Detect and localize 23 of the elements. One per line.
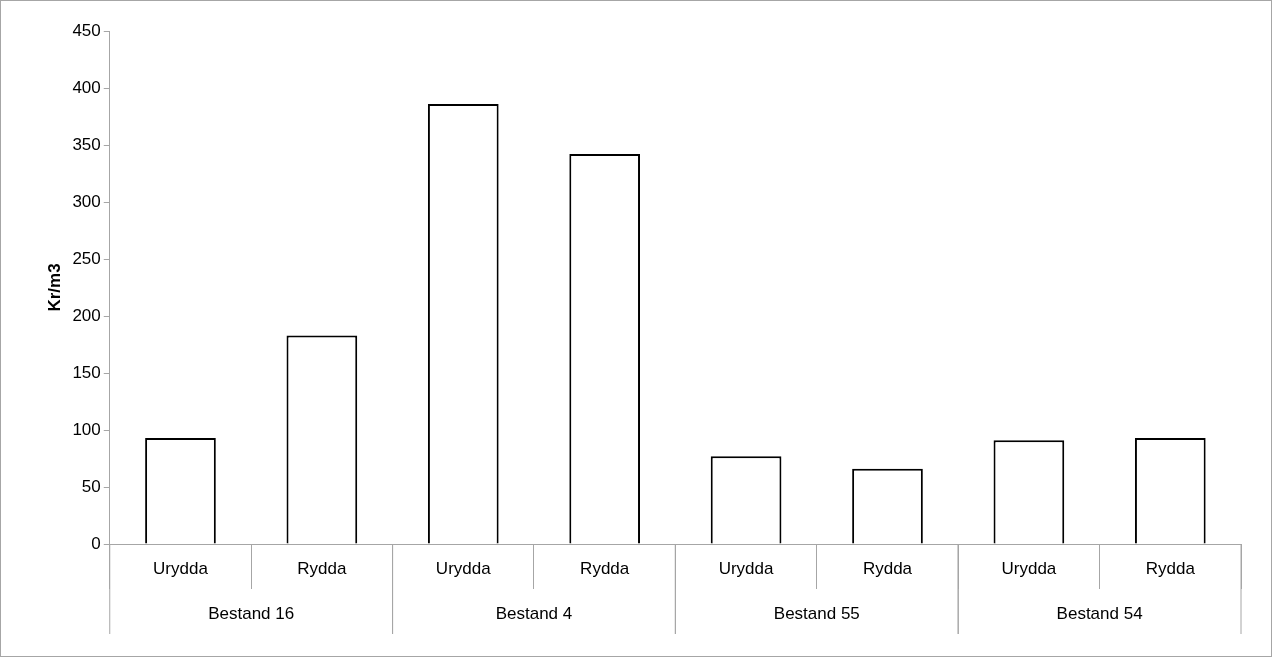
y-tick-label: 400 bbox=[72, 77, 101, 97]
text: Bestand 4 bbox=[495, 603, 573, 623]
y-tick-label: 300 bbox=[72, 191, 101, 211]
x-tick-label: Urydda bbox=[153, 558, 209, 578]
x-tick-label: Urydda bbox=[1001, 558, 1057, 578]
y-tick-label: 0 bbox=[91, 533, 101, 553]
y-tick-label: 150 bbox=[72, 362, 101, 382]
y-axis-title: Kr/m3 bbox=[44, 263, 64, 312]
text: Bestand 16 bbox=[208, 603, 295, 623]
x-tick-label: Rydda bbox=[580, 558, 630, 578]
text: Bestand 54 bbox=[1056, 603, 1143, 623]
y-tick-label: 50 bbox=[81, 476, 101, 496]
y-tick-label: 200 bbox=[72, 305, 101, 325]
x-tick-label: Rydda bbox=[1145, 558, 1196, 578]
y-tick-label: 100 bbox=[72, 419, 101, 439]
x-tick-label: Rydda bbox=[862, 558, 913, 578]
text: Bestand 55 bbox=[773, 603, 860, 623]
x-tick-label: Rydda bbox=[297, 558, 347, 578]
y-tick-label: 250 bbox=[72, 248, 101, 268]
y-tick-label: 350 bbox=[72, 134, 101, 154]
x-tick-label: Urydda bbox=[435, 558, 492, 578]
x-tick-label: Urydda bbox=[718, 558, 775, 578]
y-tick-label: 450 bbox=[72, 20, 101, 40]
